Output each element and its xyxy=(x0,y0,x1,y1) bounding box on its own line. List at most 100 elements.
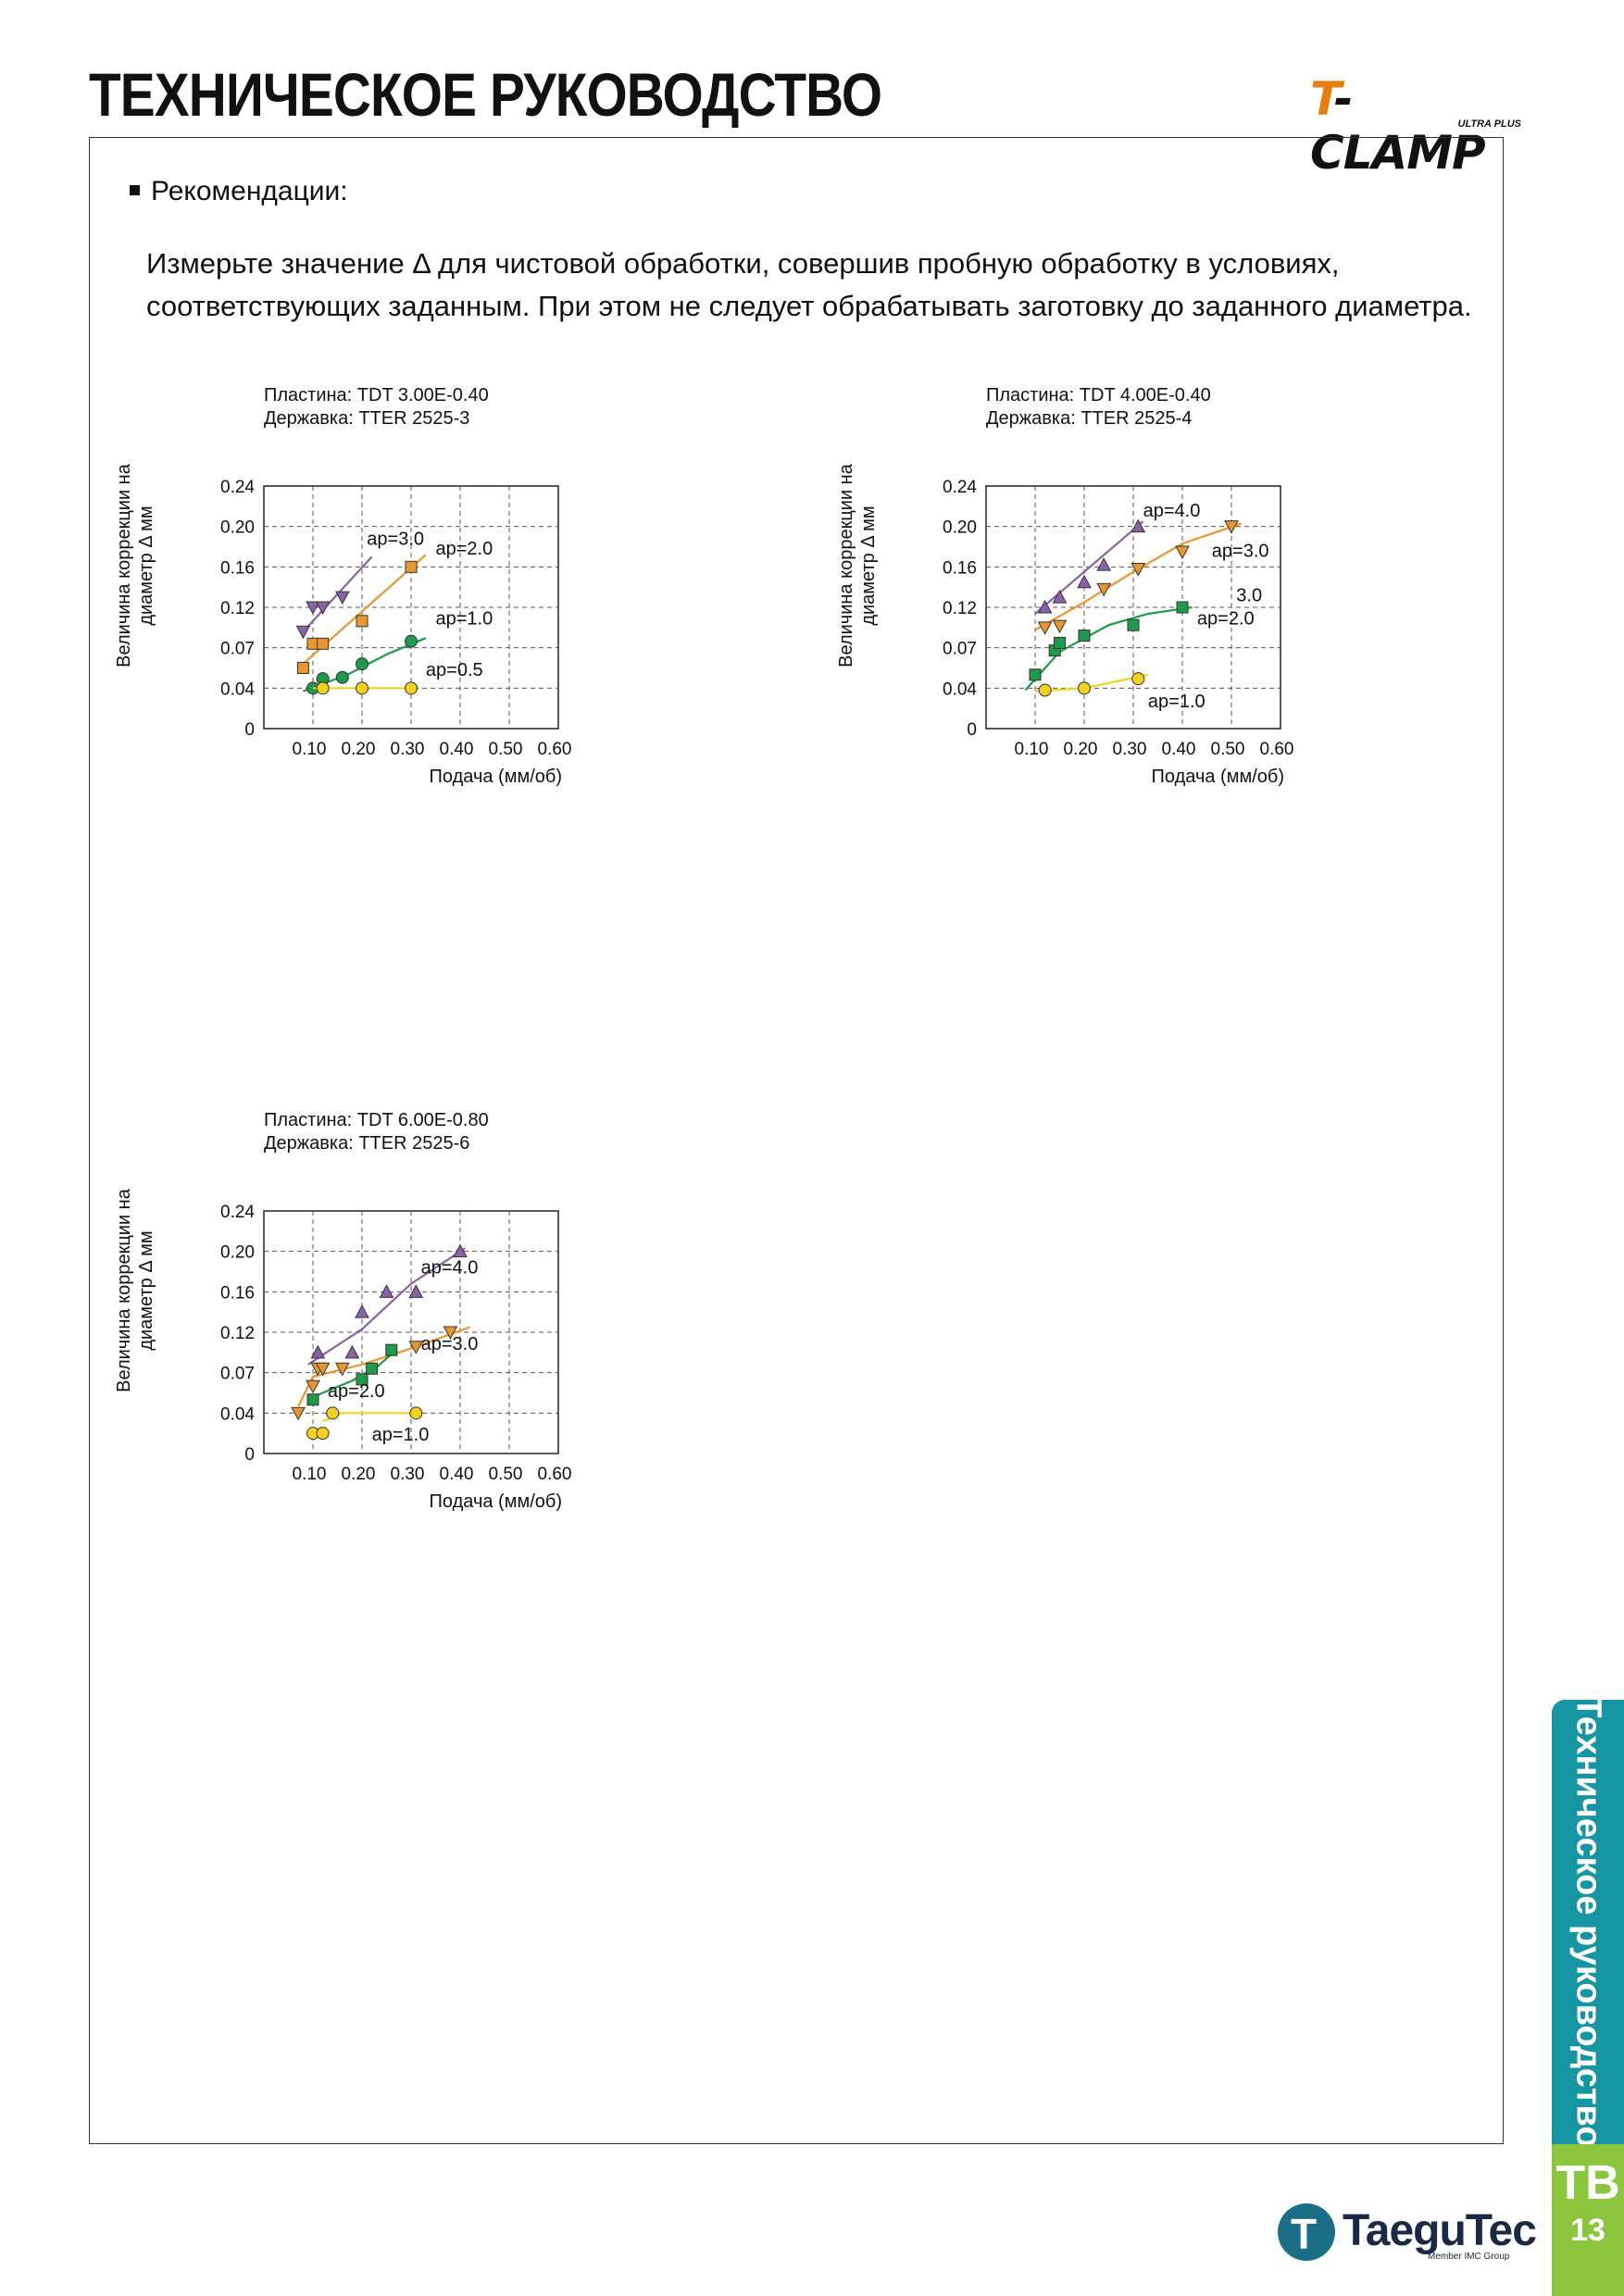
taegutec-tagline: Member IMC Group xyxy=(1428,2252,1510,2262)
taegutec-logo: T TaeguTec Member IMC Group xyxy=(1278,2202,1537,2266)
data-point-square xyxy=(1176,601,1189,614)
intro-line-2: соответствующих заданным. При этом не сл… xyxy=(146,290,1472,322)
series-label: ap=3.0 xyxy=(1212,541,1269,561)
y-tick-label: 0 xyxy=(244,720,255,740)
series-label: ap=2.0 xyxy=(328,1381,385,1402)
x-tick-label: 0.30 xyxy=(1113,740,1147,759)
y-tick-label: 0.12 xyxy=(220,599,255,618)
data-point-square xyxy=(317,637,330,650)
x-tick-label: 0.20 xyxy=(342,740,376,759)
series-line-ap=2.0 xyxy=(1024,605,1193,692)
x-tick-label: 0.30 xyxy=(391,1465,425,1484)
taegutec-emblem-icon xyxy=(1278,2203,1335,2261)
y-tick-label: 0.24 xyxy=(220,478,255,497)
section-code: TB xyxy=(1555,2156,1620,2210)
section-side-tab[interactable] xyxy=(1552,1700,1624,2144)
data-point-triangle-down xyxy=(1175,545,1190,560)
data-point-triangle-down xyxy=(315,1362,331,1377)
data-point-square xyxy=(1078,630,1091,643)
data-point-circle xyxy=(335,670,349,684)
y-tick-label: 0.04 xyxy=(220,680,255,699)
series-label: ap=1.0 xyxy=(436,608,493,629)
data-point-square xyxy=(1029,668,1042,681)
data-point-circle xyxy=(356,657,369,671)
chart-subtitle-line: Державка: TTER 2525-3 xyxy=(264,408,469,429)
data-point-circle xyxy=(316,1427,330,1441)
taegutec-emblem-letter: T xyxy=(1291,2210,1318,2258)
y-tick-label: 0.16 xyxy=(220,558,255,578)
series-label: ap=1.0 xyxy=(372,1425,430,1445)
data-point-triangle-down xyxy=(334,591,350,605)
data-point-circle xyxy=(316,681,330,695)
x-tick-label: 0.10 xyxy=(293,740,327,759)
page-code-box: TB 13 xyxy=(1552,2144,1624,2296)
page-title: ТЕХНИЧЕСКОЕ РУКОВОДСТВО xyxy=(89,60,882,129)
series-label: ap=2.0 xyxy=(1197,608,1255,629)
data-point-triangle-up xyxy=(408,1284,424,1298)
data-point-circle xyxy=(1078,681,1091,695)
y-tick-label: 0.07 xyxy=(220,640,255,659)
chart-subtitle-line: Пластина: TDT 6.00E-0.80 xyxy=(264,1110,489,1130)
x-axis-label: Подача (мм/об) xyxy=(430,1491,562,1512)
x-axis-label: Подача (мм/об) xyxy=(430,767,562,787)
data-point-square xyxy=(366,1362,379,1375)
y-tick-label: 0.04 xyxy=(943,680,977,699)
data-point-circle xyxy=(1131,672,1145,686)
chart-subtitle-line: Пластина: TDT 4.00E-0.40 xyxy=(986,385,1211,406)
data-point-square xyxy=(306,1393,319,1406)
data-point-square xyxy=(405,560,418,573)
data-point-triangle-down xyxy=(291,1406,306,1421)
data-point-triangle-up xyxy=(355,1304,369,1318)
y-axis-label-line: Величина коррекции на xyxy=(836,463,856,668)
y-tick-label: 0.20 xyxy=(220,518,255,538)
y-tick-label: 0 xyxy=(244,1445,255,1465)
data-point-triangle-down xyxy=(1037,621,1053,635)
y-tick-label: 0.24 xyxy=(220,1203,255,1222)
x-tick-label: 0.40 xyxy=(440,740,474,759)
series-label: ap=4.0 xyxy=(1143,501,1201,521)
series-label: ap=4.0 xyxy=(421,1258,479,1279)
brand-subtitle: ULTRA PLUS xyxy=(1457,119,1521,130)
x-tick-label: 0.50 xyxy=(489,740,523,759)
series-label: ap=1.0 xyxy=(1148,692,1206,712)
content-frame xyxy=(89,137,1504,2144)
data-point-triangle-down xyxy=(315,601,331,616)
data-point-triangle-down xyxy=(306,1379,320,1394)
data-point-triangle-down xyxy=(334,1362,350,1377)
x-tick-label: 0.40 xyxy=(1162,740,1196,759)
y-tick-label: 0.24 xyxy=(943,478,977,497)
x-tick-label: 0.10 xyxy=(1015,740,1049,759)
y-tick-label: 0.16 xyxy=(943,558,977,578)
x-tick-label: 0.60 xyxy=(538,1465,572,1484)
series-label: ap=0.5 xyxy=(426,660,483,680)
data-point-triangle-down xyxy=(1052,619,1068,634)
y-tick-label: 0.07 xyxy=(220,1365,255,1384)
intro-text: Измерьте значение Δ для чистовой обработ… xyxy=(146,243,1480,328)
y-axis-label-line: диаметр Δ мм xyxy=(136,505,156,625)
series-line-ap=3.0 xyxy=(1034,522,1242,631)
y-axis-label-line: Величина коррекции на xyxy=(114,1188,134,1392)
data-point-circle xyxy=(326,1406,340,1420)
brand-name: T-CLAMP xyxy=(1310,72,1486,180)
y-tick-label: 0.20 xyxy=(943,518,977,538)
data-point-circle xyxy=(409,1406,423,1420)
x-axis-label: Подача (мм/об) xyxy=(1152,767,1284,787)
x-tick-label: 0.40 xyxy=(440,1465,474,1484)
y-tick-label: 0.20 xyxy=(220,1243,255,1263)
data-point-triangle-up xyxy=(379,1284,394,1298)
x-tick-label: 0.60 xyxy=(1260,740,1294,759)
bullet-square-icon xyxy=(130,184,140,195)
data-point-circle xyxy=(405,681,418,695)
data-point-triangle-down xyxy=(306,601,320,616)
series-label: ap=3.0 xyxy=(421,1334,479,1354)
taegutec-wordmark: TaeguTec xyxy=(1343,2206,1537,2255)
y-tick-label: 0 xyxy=(967,720,977,740)
data-point-triangle-down xyxy=(1096,582,1112,597)
x-tick-label: 0.50 xyxy=(489,1465,523,1484)
series-line-ap=4.0 xyxy=(307,1247,466,1366)
y-tick-label: 0.12 xyxy=(220,1324,255,1343)
data-point-square xyxy=(1127,618,1140,631)
data-point-square xyxy=(1054,636,1066,649)
